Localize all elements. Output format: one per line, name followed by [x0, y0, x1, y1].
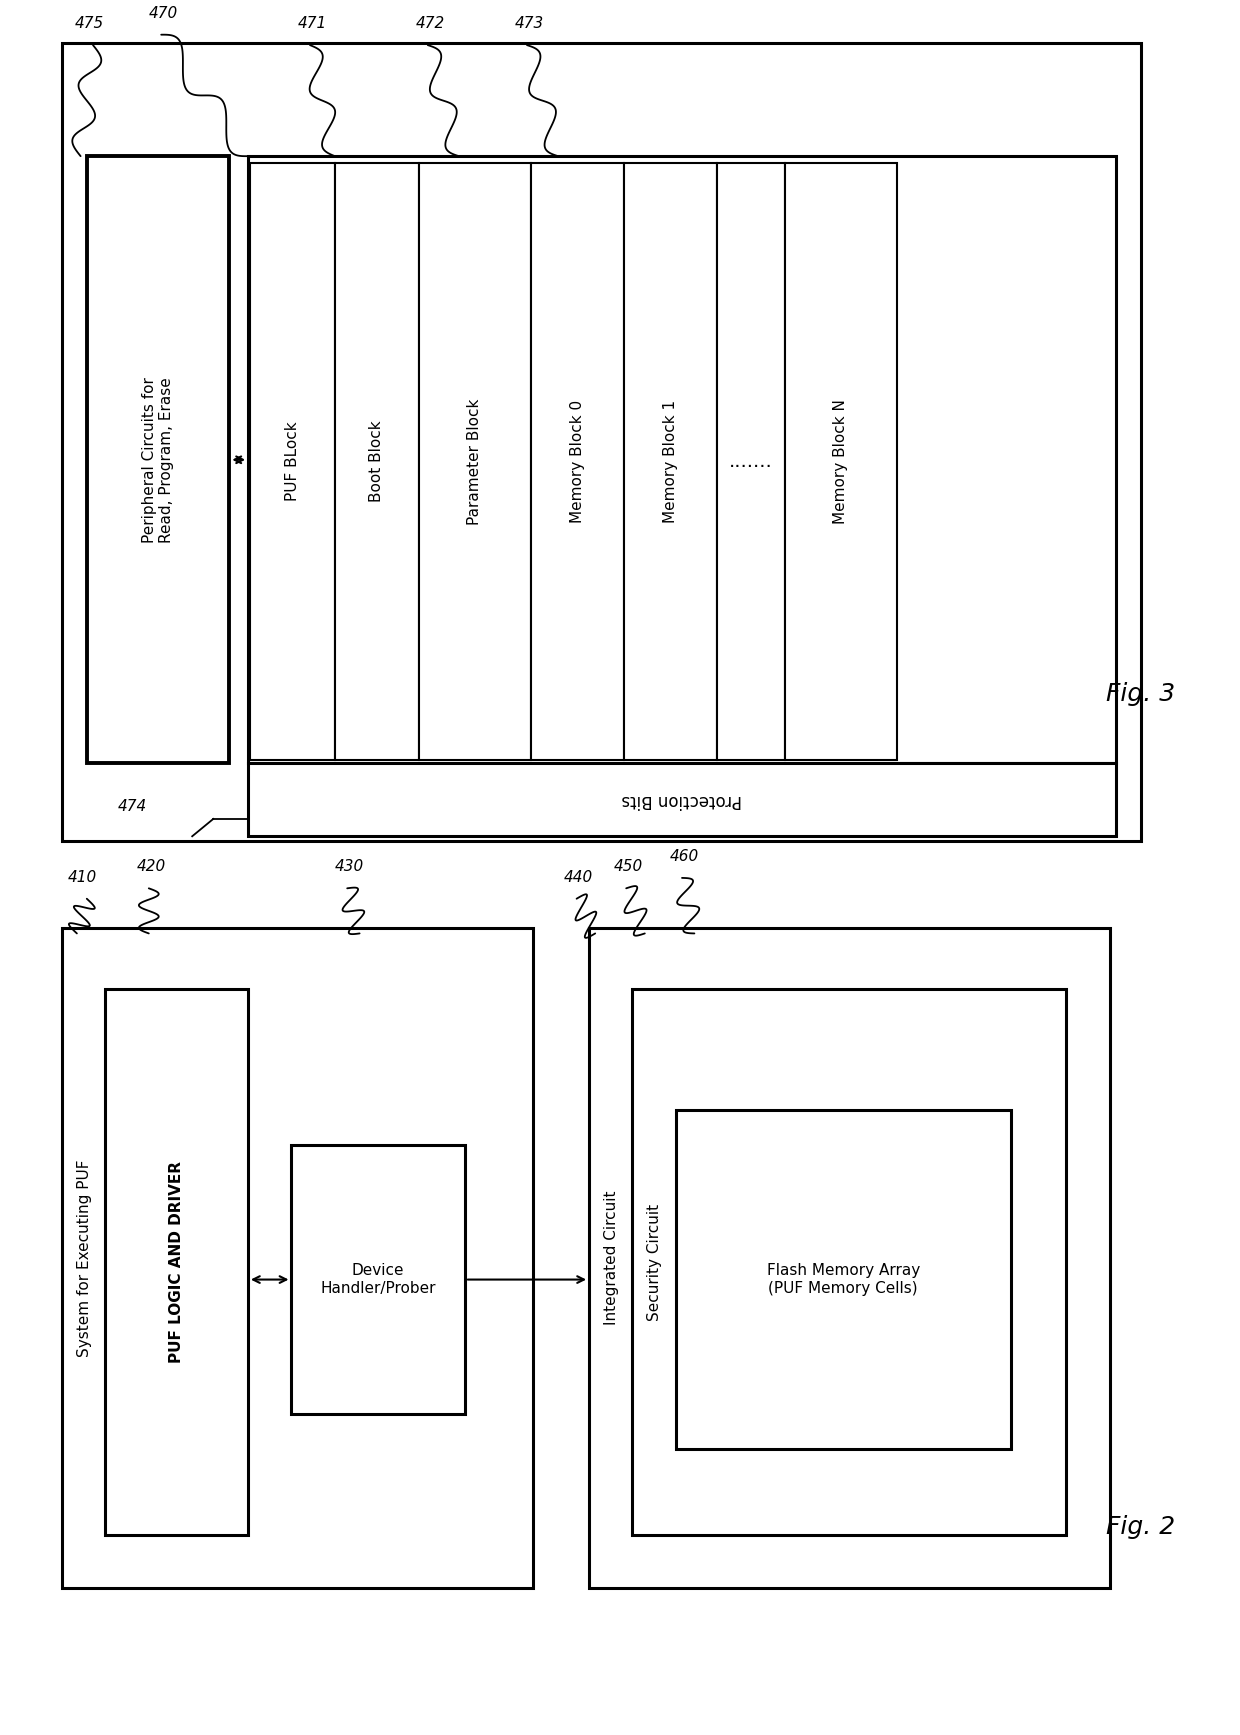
- Bar: [785, 163, 897, 760]
- Bar: [531, 163, 624, 760]
- Text: 470: 470: [149, 5, 179, 21]
- Bar: [62, 43, 1141, 841]
- Bar: [589, 928, 1110, 1588]
- Text: PUF LOGIC AND DRIVER: PUF LOGIC AND DRIVER: [169, 1161, 185, 1364]
- Text: Fig. 2: Fig. 2: [1106, 1515, 1176, 1539]
- Text: Fig. 3: Fig. 3: [1106, 682, 1176, 706]
- Bar: [676, 1110, 1011, 1449]
- Text: Parameter Block: Parameter Block: [467, 399, 482, 524]
- Bar: [624, 163, 717, 760]
- Text: Memory Block 1: Memory Block 1: [662, 401, 678, 522]
- Bar: [250, 163, 335, 760]
- Text: Memory Block N: Memory Block N: [833, 399, 848, 524]
- Text: Device
Handler/Prober: Device Handler/Prober: [320, 1263, 436, 1296]
- Text: 420: 420: [136, 859, 166, 874]
- Text: Integrated Circuit: Integrated Circuit: [604, 1190, 619, 1326]
- Bar: [248, 763, 1116, 836]
- Bar: [87, 156, 229, 763]
- Bar: [62, 928, 533, 1588]
- Text: Boot Block: Boot Block: [370, 420, 384, 503]
- Text: Flash Memory Array
(PUF Memory Cells): Flash Memory Array (PUF Memory Cells): [766, 1263, 920, 1296]
- Bar: [248, 156, 1116, 763]
- Text: 471: 471: [298, 16, 327, 31]
- Text: Protection Bits: Protection Bits: [621, 791, 743, 809]
- Text: .......: .......: [729, 453, 773, 470]
- Text: PUF BLock: PUF BLock: [285, 422, 300, 501]
- Bar: [717, 163, 785, 760]
- Text: System for Executing PUF: System for Executing PUF: [77, 1159, 92, 1357]
- Text: 474: 474: [118, 800, 148, 814]
- Bar: [632, 989, 1066, 1535]
- Text: 472: 472: [415, 16, 445, 31]
- Text: 440: 440: [564, 869, 594, 885]
- Bar: [105, 989, 248, 1535]
- Text: 460: 460: [670, 848, 699, 864]
- Text: 410: 410: [68, 869, 98, 885]
- Text: Peripheral Circuits for
Read, Program, Erase: Peripheral Circuits for Read, Program, E…: [141, 376, 175, 543]
- Text: 430: 430: [335, 859, 365, 874]
- Bar: [291, 1145, 465, 1414]
- Bar: [419, 163, 531, 760]
- Text: 450: 450: [614, 859, 644, 874]
- Bar: [335, 163, 419, 760]
- Text: 475: 475: [74, 16, 104, 31]
- Text: Security Circuit: Security Circuit: [647, 1204, 662, 1320]
- Text: 473: 473: [515, 16, 544, 31]
- Text: Memory Block 0: Memory Block 0: [569, 401, 585, 522]
